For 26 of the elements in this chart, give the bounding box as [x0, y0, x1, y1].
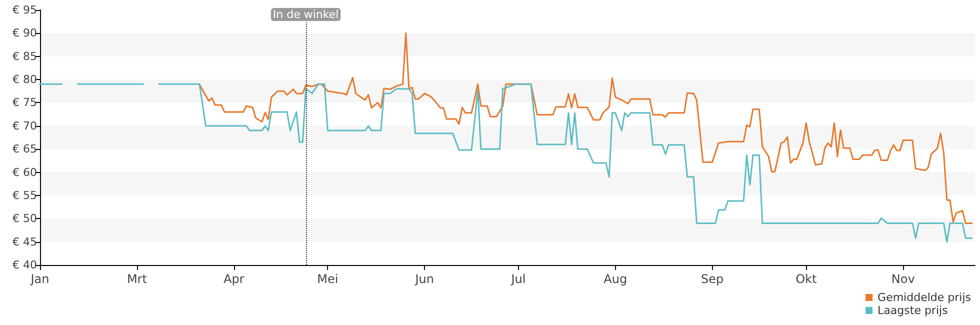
y-tick-label: € 40 — [12, 258, 37, 272]
x-tick-label: Sep — [701, 272, 724, 286]
x-tick-label: Apr — [223, 272, 244, 286]
x-tick-label: Mei — [317, 272, 338, 286]
x-tick-label: Jan — [30, 272, 50, 286]
y-tick-label: € 80 — [12, 73, 37, 86]
x-tick-label: Mrt — [126, 272, 148, 286]
y-tick-label: € 75 — [12, 96, 37, 110]
x-tick-label: Nov — [891, 272, 915, 286]
x-tick-label: Aug — [604, 272, 628, 286]
y-tick-label: € 60 — [12, 166, 37, 179]
legend-label: Laagste prijs — [878, 304, 948, 317]
y-tick-label: € 65 — [12, 142, 37, 156]
legend-label: Gemiddelde prijs — [878, 291, 972, 304]
y-tick-label: € 90 — [12, 26, 37, 40]
y-tick-label: € 70 — [12, 119, 37, 132]
y-tick-label: € 55 — [12, 188, 37, 202]
x-tick-label: Jul — [510, 272, 526, 286]
y-tick-label: € 45 — [12, 235, 37, 248]
line-series — [198, 32, 973, 224]
x-tick-label: Okt — [796, 272, 817, 286]
y-tick-label: € 50 — [12, 212, 37, 226]
x-tick-label: Jun — [414, 272, 434, 286]
y-tick-label: € 95 — [12, 4, 37, 16]
y-tick-label: € 85 — [12, 50, 37, 63]
ref-line-label: In de winkel — [272, 8, 339, 21]
